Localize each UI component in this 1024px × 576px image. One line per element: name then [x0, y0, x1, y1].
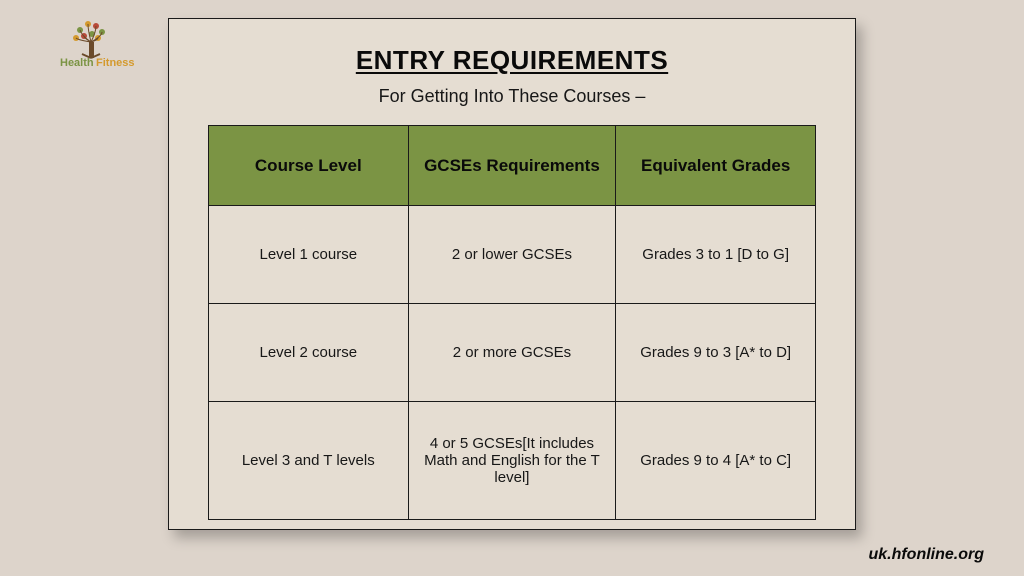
footer-url: uk.hfonline.org — [868, 546, 984, 564]
logo-text-right: Fitness — [96, 57, 135, 69]
page-subtitle: For Getting Into These Courses – — [379, 86, 646, 107]
requirements-table: Course Level GCSEs Requirements Equivale… — [208, 125, 816, 520]
cell-course: Level 2 course — [209, 304, 409, 402]
table-row: Level 2 course 2 or more GCSEs Grades 9 … — [209, 304, 816, 402]
table-header: Equivalent Grades — [616, 126, 816, 206]
table-header: GCSEs Requirements — [408, 126, 616, 206]
page-title: ENTRY REQUIREMENTS — [356, 45, 668, 76]
cell-course: Level 3 and T levels — [209, 402, 409, 520]
cell-gcse: 2 or lower GCSEs — [408, 206, 616, 304]
cell-gcse: 4 or 5 GCSEs[It includes Math and Englis… — [408, 402, 616, 520]
brand-logo: Health Fitness — [32, 14, 152, 74]
logo-text-left: Health — [60, 57, 94, 69]
cell-grades: Grades 9 to 3 [A* to D] — [616, 304, 816, 402]
table-row: Level 1 course 2 or lower GCSEs Grades 3… — [209, 206, 816, 304]
table-header: Course Level — [209, 126, 409, 206]
cell-grades: Grades 3 to 1 [D to G] — [616, 206, 816, 304]
cell-grades: Grades 9 to 4 [A* to C] — [616, 402, 816, 520]
content-card: ENTRY REQUIREMENTS For Getting Into Thes… — [168, 18, 856, 530]
table-row: Level 3 and T levels 4 or 5 GCSEs[It inc… — [209, 402, 816, 520]
cell-gcse: 2 or more GCSEs — [408, 304, 616, 402]
cell-course: Level 1 course — [209, 206, 409, 304]
